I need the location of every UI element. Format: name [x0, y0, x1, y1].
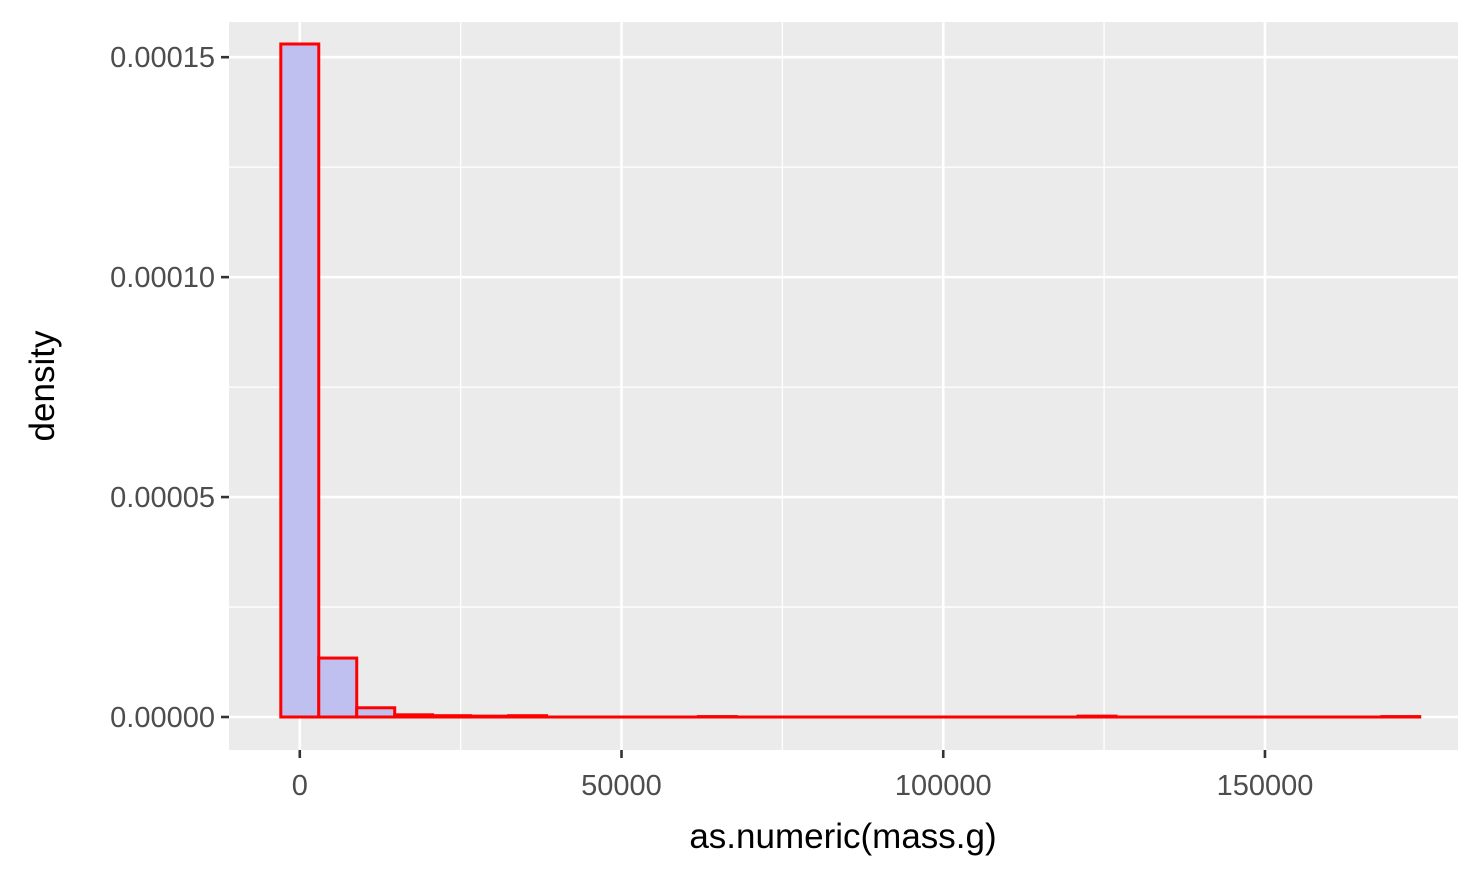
histogram-bar — [431, 714, 473, 719]
histogram-bar — [279, 42, 321, 719]
y-tick-label: 0.00010 — [110, 262, 215, 294]
grid-minor — [229, 22, 1458, 750]
x-tick-label: 50000 — [581, 770, 662, 802]
x-axis-title: as.numeric(mass.g) — [689, 817, 996, 856]
plot-panel — [229, 22, 1458, 750]
x-tick-label: 150000 — [1217, 770, 1314, 802]
x-tick-label: 100000 — [895, 770, 992, 802]
histogram-bar — [317, 656, 359, 719]
y-tick-label: 0.00000 — [110, 702, 215, 734]
histogram-bar — [507, 714, 549, 719]
y-tick-label: 0.00015 — [110, 42, 215, 74]
histogram-bar — [469, 714, 511, 719]
histogram-bar — [1076, 714, 1118, 719]
x-axis-ticks: 0 50000 100000 150000 — [292, 750, 1314, 802]
y-tick-label: 0.00005 — [110, 482, 215, 514]
histogram-bar — [355, 706, 397, 719]
histogram-bar — [393, 713, 435, 719]
y-axis-title: density — [23, 330, 62, 441]
x-tick-label: 0 — [292, 770, 308, 802]
y-axis-ticks: 0.00000 0.00005 0.00010 0.00015 — [110, 42, 229, 734]
histogram-bars — [279, 42, 1422, 719]
